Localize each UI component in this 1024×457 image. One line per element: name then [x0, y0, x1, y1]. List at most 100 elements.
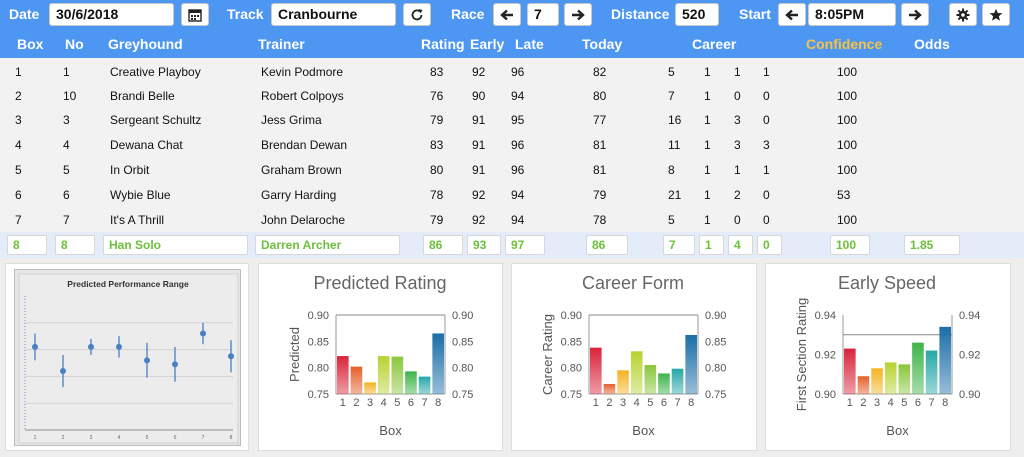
table-row-selected[interactable]: 8 8 Han Solo Darren Archer 86 93 97 86 7… [0, 232, 1024, 258]
career-starts-cell[interactable]: 7 [663, 235, 695, 255]
race-label: Race [451, 6, 485, 22]
race-field[interactable]: 7 [527, 3, 559, 26]
start-next-button[interactable] [901, 3, 929, 26]
career-starts-cell: 21 [668, 188, 682, 202]
x-tick-label: 3 [367, 397, 373, 409]
calendar-icon [188, 8, 202, 22]
refresh-button[interactable] [403, 3, 431, 26]
y-tick-label: 0.75 [561, 389, 582, 401]
track-field[interactable]: Cranbourne [271, 3, 396, 26]
career-thirds-cell: 0 [763, 89, 770, 103]
x-tick-label: 1 [847, 397, 853, 409]
y-tick-label: 0.80 [308, 363, 329, 375]
col-odds[interactable]: Odds [914, 36, 950, 52]
data-point [116, 343, 122, 350]
early-cell[interactable]: 93 [467, 235, 501, 255]
career-wins-cell[interactable]: 1 [699, 235, 724, 255]
y-tick-label-right: 0.80 [705, 363, 726, 375]
x-tick-label: 5 [647, 397, 653, 409]
career-starts-cell: 7 [668, 89, 675, 103]
start-prev-button[interactable] [778, 3, 806, 26]
rating-cell[interactable]: 86 [423, 235, 463, 255]
greyhound-cell: Wybie Blue [110, 188, 171, 202]
today-cell[interactable]: 86 [586, 235, 628, 255]
box-cell[interactable]: 8 [7, 235, 47, 255]
today-cell: 81 [593, 163, 607, 177]
career-wins-cell: 1 [704, 188, 711, 202]
career-seconds-cell[interactable]: 4 [728, 235, 753, 255]
race-next-button[interactable] [564, 3, 592, 26]
start-field[interactable]: 8:05PM [808, 3, 896, 26]
x-tick-label: 1 [34, 435, 37, 441]
distance-field[interactable]: 520 [675, 3, 719, 26]
col-late[interactable]: Late [515, 36, 544, 52]
career-seconds-cell: 2 [734, 188, 741, 202]
trainer-cell: Graham Brown [261, 163, 342, 177]
bar [884, 362, 897, 394]
bar [898, 364, 911, 394]
performance-range-chart: Predicted Performance Range 1 2 3 4 5 6 7 8 [18, 273, 239, 444]
race-prev-button[interactable] [493, 3, 521, 26]
x-tick-label: 5 [394, 397, 400, 409]
table-row[interactable]: 3 3 Sergeant Schultz Jess Grima 79 91 95… [0, 107, 1024, 132]
confidence-cell[interactable]: 100 [830, 235, 870, 255]
col-career[interactable]: Career [692, 36, 737, 52]
no-cell: 6 [63, 188, 70, 202]
col-confidence[interactable]: Confidence [806, 36, 883, 52]
x-tick-label: 8 [435, 397, 441, 409]
y-tick-label-right: 0.75 [452, 389, 473, 401]
table-row[interactable]: 2 10 Brandi Belle Robert Colpoys 76 90 9… [0, 83, 1024, 108]
calendar-button[interactable] [181, 3, 209, 26]
date-field[interactable]: 30/6/2018 [49, 3, 174, 26]
bar [630, 351, 643, 394]
early-cell: 92 [472, 65, 486, 79]
early-speed-panel: Early Speed First Section Rating Box 0.90 0.… [765, 263, 1011, 451]
career-thirds-cell[interactable]: 0 [757, 235, 782, 255]
trainer-cell[interactable]: Darren Archer [255, 235, 400, 255]
x-tick-label: 8 [688, 397, 694, 409]
table-row[interactable]: 1 1 Creative Playboy Kevin Podmore 83 92… [0, 59, 1024, 84]
x-axis-label: Box [886, 423, 909, 438]
x-tick-label: 4 [118, 435, 121, 441]
trainer-cell: Garry Harding [261, 188, 337, 202]
greyhound-cell[interactable]: Han Solo [103, 235, 248, 255]
col-box[interactable]: Box [17, 36, 44, 52]
table-row[interactable]: 4 4 Dewana Chat Brendan Dewan 83 91 96 8… [0, 132, 1024, 157]
x-tick-label: 7 [929, 397, 935, 409]
bar [391, 356, 404, 394]
x-tick-label: 1 [340, 397, 346, 409]
settings-button[interactable] [949, 3, 977, 26]
col-today[interactable]: Today [582, 36, 623, 52]
col-early[interactable]: Early [470, 36, 505, 52]
table-row[interactable]: 5 5 In Orbit Graham Brown 80 91 96 81 8 … [0, 157, 1024, 182]
performance-range-thumbnail[interactable]: Predicted Performance Range 1 2 3 4 5 6 7 8 [14, 269, 241, 446]
career-wins-cell: 1 [704, 213, 711, 227]
chart-title: Career Form [582, 273, 684, 293]
bar [685, 335, 697, 394]
career-starts-cell: 11 [668, 138, 681, 152]
late-cell[interactable]: 97 [505, 235, 545, 255]
rating-cell: 83 [430, 65, 444, 79]
col-no[interactable]: No [65, 36, 84, 52]
y-tick-label: 0.85 [561, 336, 582, 348]
col-greyhound[interactable]: Greyhound [108, 36, 183, 52]
favorite-button[interactable] [982, 3, 1010, 26]
no-cell: 1 [63, 65, 70, 79]
data-point [60, 368, 66, 375]
x-tick-label: 4 [888, 397, 894, 409]
table-row[interactable]: 6 6 Wybie Blue Garry Harding 78 92 94 79… [0, 182, 1024, 207]
confidence-cell: 53 [837, 188, 851, 202]
greyhound-cell: Brandi Belle [110, 89, 175, 103]
confidence-cell: 100 [837, 65, 858, 79]
x-tick-label: 8 [942, 397, 948, 409]
x-tick-label: 2 [606, 397, 612, 409]
no-cell[interactable]: 8 [55, 235, 95, 255]
confidence-cell: 100 [837, 89, 858, 103]
col-rating[interactable]: Rating [421, 36, 465, 52]
thumbnail-title: Predicted Performance Range [67, 279, 189, 289]
col-trainer[interactable]: Trainer [258, 36, 305, 52]
y-tick-label-right: 0.80 [452, 363, 473, 375]
odds-cell[interactable]: 1.85 [904, 235, 960, 255]
table-row[interactable]: 7 7 It's A Thrill John Delaroche 79 92 9… [0, 207, 1024, 232]
rating-cell: 79 [430, 113, 444, 127]
